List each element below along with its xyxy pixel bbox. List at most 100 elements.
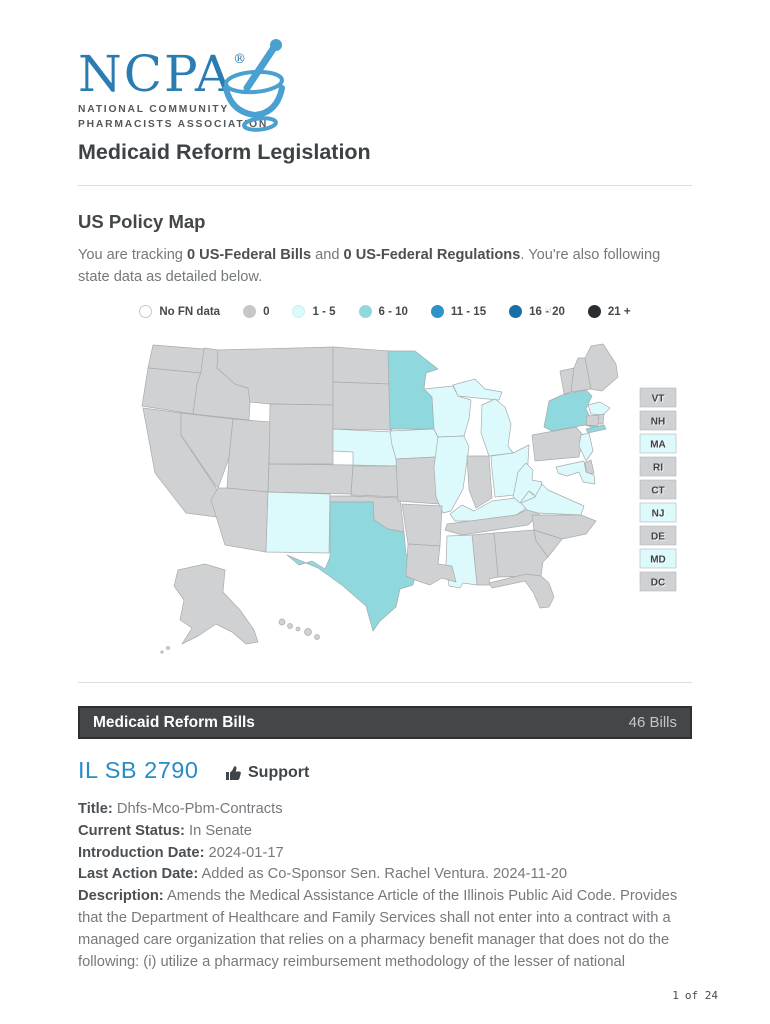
state-MD[interactable]	[555, 460, 596, 485]
state-GA[interactable]	[493, 529, 549, 578]
small-state-box-MD[interactable]	[639, 548, 677, 569]
page-total: of 24	[684, 989, 718, 1002]
legend-label: 6 - 10	[378, 305, 408, 318]
legend-item: 1 - 5	[292, 305, 336, 318]
state-FL[interactable]	[488, 573, 555, 609]
small-state-box-MA[interactable]	[639, 433, 677, 454]
bill-field-value: 2024-01-17	[204, 844, 284, 861]
small-state-box-NH[interactable]	[639, 410, 677, 431]
intro-mid: and	[311, 247, 344, 263]
state-PA[interactable]	[531, 426, 584, 462]
bill-field-value: Added as Co-Sponsor Sen. Rachel Ventura.…	[198, 866, 568, 883]
state-WV[interactable]	[512, 462, 543, 504]
tracking-summary: You are tracking 0 US-Federal Bills and …	[78, 245, 692, 288]
chart-watermark: H	[545, 305, 552, 315]
state-NY[interactable]	[543, 389, 599, 432]
legend-item: 11 - 15	[430, 305, 486, 318]
state-LA[interactable]	[405, 543, 457, 586]
legend-swatch	[243, 305, 257, 318]
bill-field-label: Last Action Date:	[78, 866, 199, 883]
legend-swatch	[358, 305, 372, 318]
small-state-label-NH: NH	[651, 417, 665, 428]
ak-island	[166, 646, 170, 650]
small-state-box-NJ[interactable]	[639, 502, 677, 523]
ak-island	[160, 650, 164, 654]
ncpa-logo: NCPA® NATIONAL COMMUNITY PHARMACISTS ASS…	[78, 34, 268, 130]
state-HI[interactable]	[295, 626, 301, 632]
federal-bills-count: 0 US-Federal Bills	[186, 247, 312, 263]
state-IA[interactable]	[389, 428, 441, 460]
legend-swatch	[587, 305, 601, 318]
state-UT[interactable]	[226, 418, 271, 493]
us-policy-map: VT NH MA RI CT NJ DE MD DC	[140, 340, 692, 662]
state-CT[interactable]	[585, 414, 600, 427]
state-MI-upper[interactable]	[452, 378, 503, 401]
state-HI[interactable]	[304, 628, 312, 636]
state-AZ[interactable]	[210, 487, 269, 553]
small-state-box-RI[interactable]	[639, 456, 677, 477]
state-MI[interactable]	[480, 398, 514, 457]
small-state-label-VT: VT	[652, 394, 665, 405]
state-IN[interactable]	[466, 455, 493, 509]
page-footer: 1 of 24	[672, 989, 718, 1002]
intro-pre: You are tracking	[78, 247, 187, 263]
state-DE[interactable]	[584, 459, 595, 475]
divider-map-bottom	[78, 682, 692, 683]
legend-swatch	[430, 305, 444, 318]
bill-details: Title: Dhfs-Mco-Pbm-Contracts Current Sta…	[78, 799, 694, 973]
state-NJ[interactable]	[578, 432, 594, 462]
state-CO[interactable]	[267, 463, 354, 495]
bill-id-link[interactable]: IL SB 2790	[78, 757, 199, 783]
bill-field: Current Status: In Senate	[78, 821, 694, 843]
bill-field-value: In Senate	[184, 822, 252, 839]
state-SD[interactable]	[332, 381, 393, 431]
state-HI[interactable]	[278, 618, 286, 626]
state-WY[interactable]	[268, 403, 334, 465]
bills-header-title: Medicaid Reform Bills	[93, 713, 255, 731]
mortar-pestle-icon	[213, 36, 299, 137]
legend-label: No FN data	[159, 305, 221, 318]
state-ME[interactable]	[584, 343, 619, 392]
small-state-box-DC[interactable]	[639, 571, 677, 592]
legend-item: 0	[243, 305, 269, 318]
bill-field-label: Description:	[78, 888, 164, 905]
legend-item: No FN data	[139, 305, 220, 318]
bills-count-badge: 46 Bills	[628, 714, 677, 731]
bill-field-label: Introduction Date:	[78, 844, 205, 861]
divider-top	[78, 185, 692, 186]
state-KS[interactable]	[350, 465, 401, 498]
state-ND[interactable]	[332, 346, 391, 385]
small-state-label-MD: MD	[650, 555, 666, 566]
state-HI[interactable]	[314, 634, 320, 640]
state-HI[interactable]	[287, 623, 293, 629]
state-RI[interactable]	[597, 413, 605, 425]
state-OR[interactable]	[141, 367, 202, 415]
thumbs-up-icon	[225, 765, 241, 781]
small-state-box-VT[interactable]	[639, 387, 677, 408]
state-TX[interactable]	[286, 501, 418, 632]
legend-label: 21 +	[607, 305, 631, 318]
state-IL[interactable]	[433, 435, 470, 514]
small-state-label-MA: MA	[650, 440, 666, 451]
state-NE[interactable]	[332, 428, 399, 467]
legend-item: 21 +	[587, 305, 631, 318]
small-state-labels: VT NH MA RI CT NJ DE MD DC	[639, 387, 677, 592]
state-NM[interactable]	[265, 491, 331, 554]
logo-line-2: PHARMACISTS ASSOCIATION	[78, 119, 269, 130]
legend-swatch	[139, 305, 153, 318]
state-MA[interactable]	[587, 401, 611, 416]
bill-field: Title: Dhfs-Mco-Pbm-Contracts	[78, 799, 694, 821]
federal-regulations-count: 0 US-Federal Regulations	[343, 247, 521, 263]
legend-item: 16 - 20	[509, 305, 565, 318]
small-state-box-DE[interactable]	[639, 525, 677, 546]
state-VA[interactable]	[520, 483, 585, 516]
legend-swatch	[292, 305, 306, 318]
small-state-label-CT: CT	[651, 486, 664, 497]
map-legend: No FN data 0 1 - 5 6 - 10 11 - 15 16 - 20 21 +	[78, 305, 692, 318]
bills-section-header: Medicaid Reform Bills 46 Bills	[78, 706, 692, 739]
state-AK[interactable]	[173, 563, 259, 645]
page-title: Medicaid Reform Legislation	[78, 140, 371, 164]
small-state-box-CT[interactable]	[639, 479, 677, 500]
state-AR[interactable]	[401, 503, 443, 547]
